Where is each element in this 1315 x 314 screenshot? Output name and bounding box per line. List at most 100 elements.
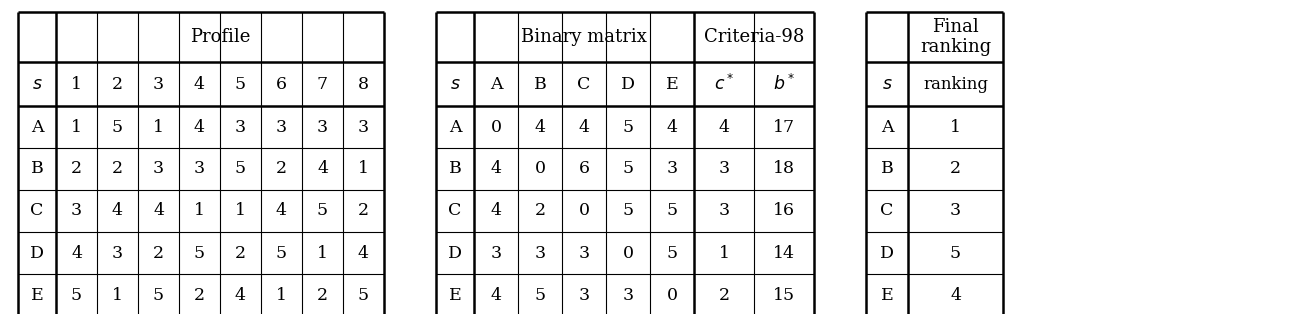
Text: 3: 3 — [718, 160, 730, 177]
Text: B: B — [448, 160, 462, 177]
Text: 3: 3 — [622, 286, 634, 304]
Text: 3: 3 — [534, 245, 546, 262]
Text: 2: 2 — [276, 160, 287, 177]
Text: 4: 4 — [667, 118, 677, 136]
Text: 2: 2 — [193, 286, 205, 304]
Text: 8: 8 — [358, 75, 370, 93]
Text: 5: 5 — [235, 75, 246, 93]
Text: 3: 3 — [317, 118, 327, 136]
Text: $b^*$: $b^*$ — [773, 74, 796, 94]
Text: 5: 5 — [358, 286, 370, 304]
Text: 6: 6 — [276, 75, 287, 93]
Text: 5: 5 — [112, 118, 124, 136]
Text: 3: 3 — [153, 160, 164, 177]
Text: $c^*$: $c^*$ — [714, 74, 734, 94]
Text: 5: 5 — [534, 286, 546, 304]
Text: 4: 4 — [317, 160, 327, 177]
Text: 0: 0 — [667, 286, 677, 304]
Text: 4: 4 — [71, 245, 82, 262]
Text: Binary matrix: Binary matrix — [521, 28, 647, 46]
Text: 4: 4 — [579, 118, 589, 136]
Text: D: D — [30, 245, 43, 262]
Text: 1: 1 — [317, 245, 327, 262]
Text: $s$: $s$ — [32, 75, 42, 93]
Text: 3: 3 — [490, 245, 501, 262]
Text: A: A — [448, 118, 462, 136]
Text: 5: 5 — [153, 286, 164, 304]
Text: B: B — [534, 75, 546, 93]
Text: C: C — [30, 203, 43, 219]
Text: 2: 2 — [71, 160, 82, 177]
Text: 3: 3 — [949, 203, 961, 219]
Text: 1: 1 — [235, 203, 246, 219]
Text: 3: 3 — [71, 203, 82, 219]
Text: 4: 4 — [153, 203, 164, 219]
Text: 3: 3 — [579, 286, 589, 304]
Text: 5: 5 — [193, 245, 205, 262]
Text: 16: 16 — [773, 203, 796, 219]
Text: 3: 3 — [667, 160, 677, 177]
Text: 5: 5 — [667, 203, 677, 219]
Text: 5: 5 — [317, 203, 327, 219]
Text: 5: 5 — [622, 203, 634, 219]
Text: 1: 1 — [195, 203, 205, 219]
Text: 0: 0 — [579, 203, 589, 219]
Text: 1: 1 — [153, 118, 164, 136]
Text: 14: 14 — [773, 245, 796, 262]
Text: 1: 1 — [358, 160, 370, 177]
Text: C: C — [448, 203, 462, 219]
Text: 2: 2 — [949, 160, 961, 177]
Text: D: D — [880, 245, 894, 262]
Text: 4: 4 — [718, 118, 730, 136]
Text: 4: 4 — [276, 203, 287, 219]
Text: 4: 4 — [195, 118, 205, 136]
Text: D: D — [621, 75, 635, 93]
Text: $s$: $s$ — [450, 75, 460, 93]
Text: 3: 3 — [276, 118, 287, 136]
Text: 4: 4 — [534, 118, 546, 136]
Text: 1: 1 — [276, 286, 287, 304]
Text: 5: 5 — [949, 245, 961, 262]
Text: 4: 4 — [235, 286, 246, 304]
Text: A: A — [30, 118, 43, 136]
Text: 1: 1 — [718, 245, 730, 262]
Text: ranking: ranking — [923, 75, 988, 93]
Text: 3: 3 — [153, 75, 164, 93]
Text: 2: 2 — [317, 286, 327, 304]
Text: 4: 4 — [949, 286, 961, 304]
Text: 4: 4 — [490, 203, 501, 219]
Text: 1: 1 — [71, 75, 82, 93]
Text: D: D — [448, 245, 462, 262]
Text: 4: 4 — [195, 75, 205, 93]
Text: 18: 18 — [773, 160, 796, 177]
Text: E: E — [665, 75, 679, 93]
Text: E: E — [881, 286, 893, 304]
Text: $s$: $s$ — [881, 75, 893, 93]
Text: 1: 1 — [71, 118, 82, 136]
Text: Final
ranking: Final ranking — [920, 18, 992, 57]
Text: 2: 2 — [718, 286, 730, 304]
Text: 5: 5 — [276, 245, 287, 262]
Text: 7: 7 — [317, 75, 327, 93]
Text: 5: 5 — [622, 160, 634, 177]
Text: 4: 4 — [358, 245, 370, 262]
Text: 2: 2 — [112, 160, 124, 177]
Text: C: C — [880, 203, 894, 219]
Text: 1: 1 — [949, 118, 961, 136]
Text: E: E — [30, 286, 43, 304]
Text: A: A — [881, 118, 893, 136]
Text: 5: 5 — [71, 286, 82, 304]
Text: 3: 3 — [718, 203, 730, 219]
Text: 2: 2 — [153, 245, 164, 262]
Text: 15: 15 — [773, 286, 796, 304]
Text: 4: 4 — [490, 286, 501, 304]
Text: Criteria-98: Criteria-98 — [704, 28, 805, 46]
Text: 6: 6 — [579, 160, 589, 177]
Text: A: A — [489, 75, 502, 93]
Text: 4: 4 — [490, 160, 501, 177]
Text: Profile: Profile — [189, 28, 250, 46]
Text: B: B — [30, 160, 43, 177]
Text: 3: 3 — [579, 245, 589, 262]
Text: 2: 2 — [358, 203, 370, 219]
Text: 17: 17 — [773, 118, 796, 136]
